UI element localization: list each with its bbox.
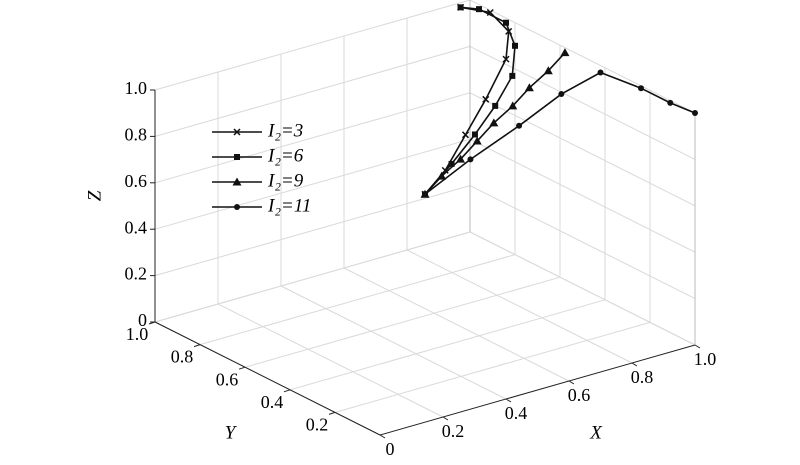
grid-line [244,276,561,368]
grid-line [154,92,471,184]
x-tick-label: 0.2 [442,421,465,441]
axis-line [154,321,381,436]
marker [512,42,518,49]
legend-label: I₂=11 [267,195,311,216]
marker [543,66,553,75]
grid-line [343,267,570,382]
x-tick-label: 0.8 [631,367,654,387]
grid-line [217,303,444,418]
x-axis-label: X [589,422,603,443]
z-tick-label: 0.4 [125,217,148,237]
axis-line [379,344,696,436]
marker [492,102,499,109]
z-tick-label: 1.0 [125,78,148,98]
marker [471,131,478,138]
z-tick-label: 0 [138,310,147,330]
marker [692,110,698,116]
y-tick-label: 0.6 [216,369,239,389]
marker [461,131,470,139]
marks [420,3,698,198]
series-line [424,6,510,195]
y-tick-label: 0.4 [261,392,284,412]
marker [597,69,604,76]
marker [558,91,565,98]
box [148,0,701,439]
marker [472,136,482,145]
marker [456,154,466,163]
marker [489,118,499,127]
tick-mark [283,389,291,393]
marker [524,83,534,92]
grid-line [289,299,606,391]
y-axis-label: Y [225,422,238,443]
grid-line [154,138,471,230]
marker [437,171,447,180]
marker [233,128,241,136]
grid-line [154,185,471,277]
marker [467,156,474,163]
grid-line [199,254,516,346]
z-tick-label: 0.2 [125,264,148,284]
grid-line [469,45,696,160]
marker [476,6,482,13]
x-tick-label: 0 [386,439,395,459]
marker [638,85,644,92]
x-tick-label: 1.0 [694,349,717,369]
grid-line [469,0,696,114]
grid-line [406,249,633,364]
tick-mark [505,398,512,403]
grid-line [469,138,696,253]
tick-mark [193,344,201,348]
z-tick-label: 0.6 [125,171,148,191]
y-tick-label: 1.0 [126,324,149,344]
x-tick-label: 0.6 [568,385,591,405]
z-tick-label: 0.8 [125,125,148,145]
grid-line [280,285,507,400]
marker [560,48,570,57]
y-tick-label: 0.2 [306,415,329,435]
series-line [424,71,696,195]
tick-mark [442,416,449,421]
tick-mark [238,366,246,370]
marker [509,72,516,79]
marker [234,204,240,210]
marker [232,177,242,186]
grid-line [334,321,651,413]
legend-label: I₂=6 [267,145,304,166]
marker [503,19,509,26]
grid-line [154,231,471,323]
grid-line [154,45,471,137]
marker [516,122,523,129]
marker [448,160,455,167]
legend-label: I₂=3 [267,120,303,141]
legend-label: I₂=9 [267,170,304,191]
tick-mark [631,362,638,367]
tick-mark [568,380,575,385]
grid-line [154,0,471,91]
tick-mark [379,434,386,439]
marker [422,191,428,198]
z-axis-label: Z [84,190,105,201]
marker [457,4,464,11]
marker [508,101,518,110]
marker [667,99,674,106]
marker [502,55,510,63]
marker [234,154,240,160]
grid-line [469,231,696,346]
tick-mark [694,344,701,349]
grid-line [469,185,696,300]
grid-line [469,92,696,207]
y-tick-label: 0.8 [171,347,194,367]
tick-mark [328,411,336,415]
x-tick-label: 0.4 [505,403,528,423]
marker [482,95,490,103]
